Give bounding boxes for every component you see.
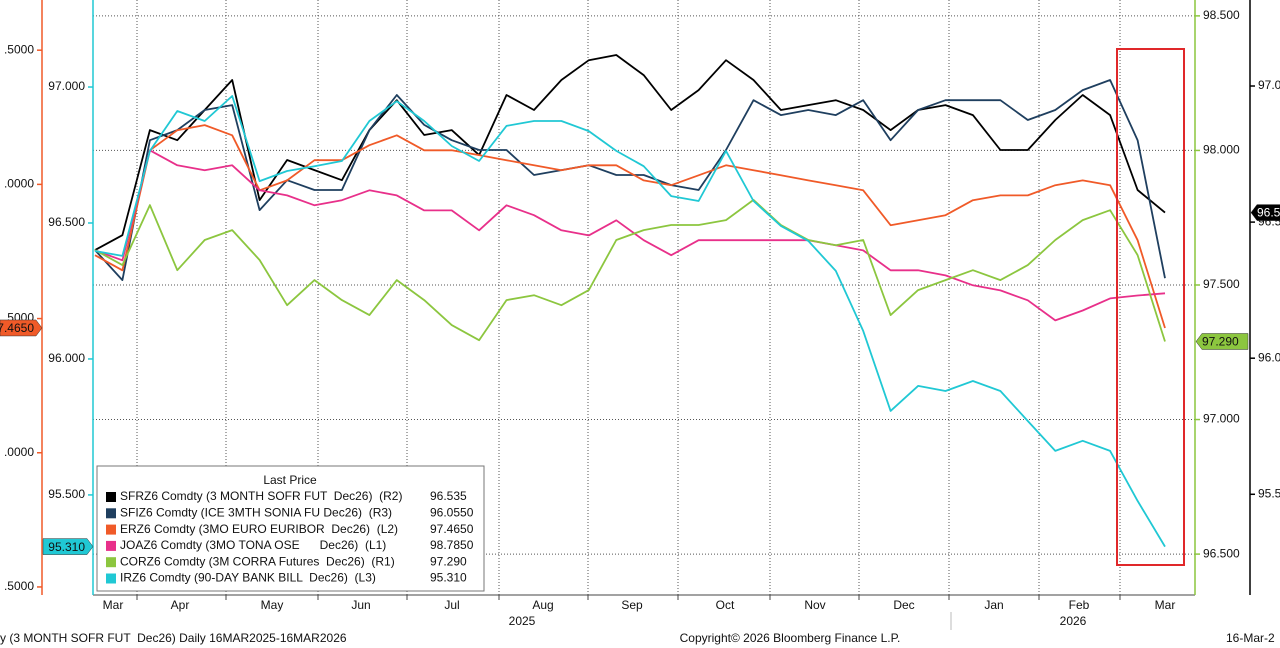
legend-value: 98.7850 [430,538,474,552]
x-tick-label: Mar [103,598,124,612]
last-value-tag [42,538,94,555]
series-line [94,124,1166,329]
year-label: 2025 [509,614,536,628]
legend-label: SFIZ6 Comdty (ICE 3MTH SONIA FU Dec26) (… [120,505,392,519]
y-tick-label: 96.500 [1203,546,1240,560]
x-tick-label: Sep [621,598,643,612]
highlight-box [1116,48,1185,566]
y-tick-label: .0000 [4,177,34,191]
y-tick-label: 97.0 [1258,78,1280,92]
last-value-tag [1195,333,1249,350]
legend-value: 96.535 [430,489,467,503]
legend-swatch [106,508,116,519]
series-line [94,54,1166,251]
y-tick-label: 96.000 [48,351,85,365]
y-tick-label: 98.500 [1203,8,1240,22]
legend-label: CORZ6 Comdty (3M CORRA Futures Dec26) (R… [120,554,395,568]
x-tick-label: May [261,598,284,612]
axes: 97.000 96.500 96.000 95.500 .5000 .0000 .5000.… [0,0,1280,628]
legend-label: IRZ6 Comdty (90-DAY BANK BILL Dec26) (L3… [120,571,376,585]
lines [94,54,1166,548]
y-tick-label: .5000 [4,42,34,56]
y-tick-label: 97.000 [48,79,85,93]
last-value-tag [1250,204,1280,221]
x-tick-label: Jul [444,598,459,612]
last-value-tag [0,319,43,337]
legend-swatch [106,540,116,551]
legend-label: SFRZ6 Comdty (3 MONTH SOFR FUT Dec26) (R… [120,489,402,503]
y-tick-label: 96.0 [1258,350,1280,364]
legend-title: Last Price [263,473,317,487]
y-tick-label: 96.500 [48,215,85,229]
y-tick-label: 95.5 [1258,486,1280,500]
y-tick-label: 98.000 [1203,143,1240,157]
last-value-label: 97.290 [1202,335,1239,349]
footer-right: 16-Mar-2 [1226,631,1275,645]
legend-swatch [106,492,116,502]
legend-value: 96.0550 [430,505,474,519]
series-line [94,149,1166,322]
footer-left: y (3 MONTH SOFR FUT Dec26) Daily 16MAR20… [0,631,347,645]
series-line [94,199,1166,342]
x-tick-label: Oct [716,598,735,612]
x-tick-label: Dec [893,598,914,612]
series-line [94,79,1166,281]
x-tick-label: Jan [984,598,1003,612]
last-value-label: 96.5 [1257,206,1280,220]
legend-value: 97.4650 [430,522,474,536]
y-tick-label: 95.500 [48,487,85,501]
year-label: 2026 [1060,614,1087,628]
legend-value: 97.290 [430,554,467,568]
last-value-label: 7.4650 [0,321,34,335]
legend-swatch [106,524,116,535]
legend-box [96,465,485,592]
y-tick-label: .0000 [4,445,34,459]
legend-label: ERZ6 Comdty (3MO EURO EURIBOR Dec26) (L2… [120,522,398,536]
x-tick-label: Mar [1155,598,1176,612]
x-tick-label: Nov [804,598,825,612]
legend-label: JOAZ6 Comdty (3MO TONA OSE Dec26) (L1) [120,538,386,552]
legend-swatch [106,573,116,584]
last-value-label: 95.310 [48,540,85,554]
y-tick-label: 97.500 [1203,277,1240,291]
x-tick-label: Aug [532,598,553,612]
legend: SFRZ6 Comdty (3 MONTH SOFR FUT Dec26) (R… [106,489,474,585]
x-tick-label: Apr [171,598,190,612]
x-tick-label: Feb [1069,598,1090,612]
legend-swatch [106,557,116,568]
y-tick-label: 97.000 [1203,412,1240,426]
series-line [94,95,1166,548]
x-tick-label: Jun [351,598,370,612]
legend-value: 95.310 [430,571,467,585]
footer-center: Copyright© 2026 Bloomberg Finance L.P. [680,631,901,645]
y-tick-label: .5000 [4,579,34,593]
